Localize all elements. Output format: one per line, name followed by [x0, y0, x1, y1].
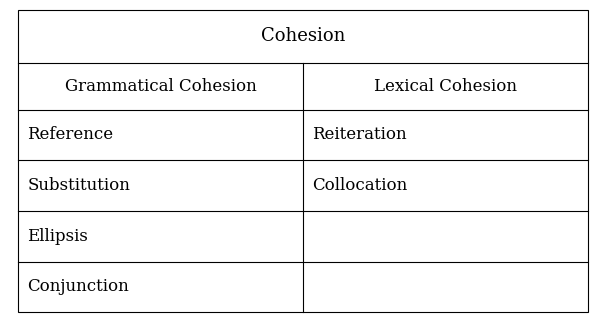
Text: Conjunction: Conjunction [27, 279, 129, 296]
Text: Reiteration: Reiteration [312, 127, 407, 143]
Text: Ellipsis: Ellipsis [27, 228, 88, 245]
Text: Grammatical Cohesion: Grammatical Cohesion [65, 78, 256, 95]
Text: Reference: Reference [27, 127, 113, 143]
Text: Lexical Cohesion: Lexical Cohesion [374, 78, 517, 95]
Text: Cohesion: Cohesion [261, 27, 345, 45]
Text: Collocation: Collocation [312, 177, 407, 194]
Text: Substitution: Substitution [27, 177, 130, 194]
